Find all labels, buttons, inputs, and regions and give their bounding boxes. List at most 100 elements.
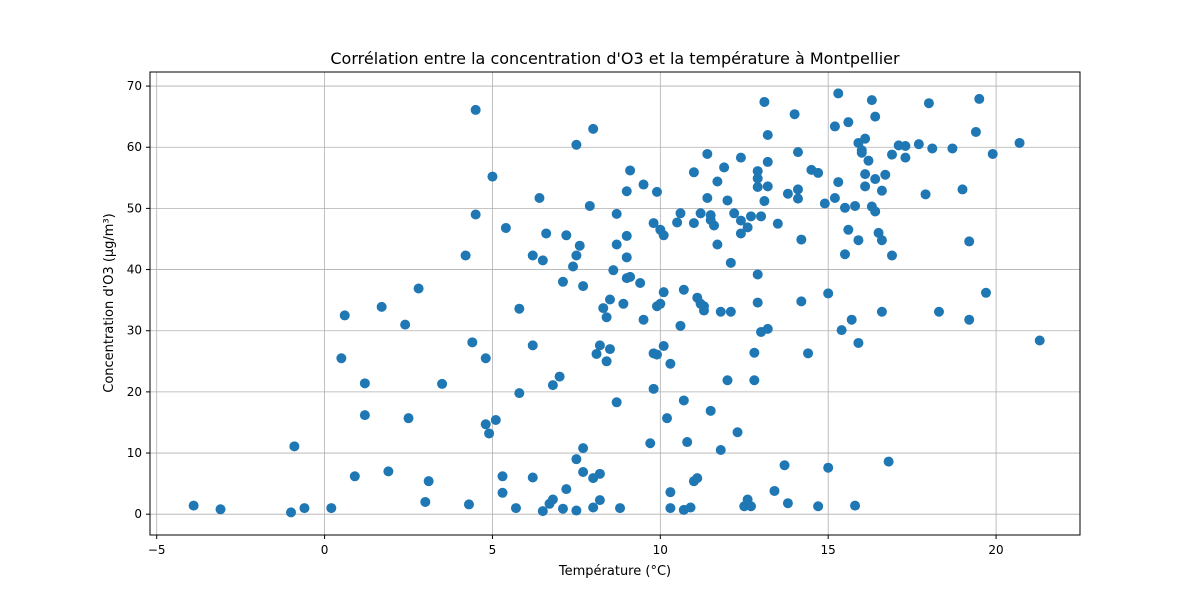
y-tick-label: 20 — [127, 385, 142, 399]
data-point — [588, 502, 599, 513]
data-point — [571, 139, 582, 150]
data-point — [215, 504, 226, 515]
y-tick-label: 50 — [127, 201, 142, 215]
data-point — [326, 503, 337, 514]
data-point — [752, 269, 763, 280]
data-point — [487, 171, 498, 182]
data-point — [745, 211, 756, 222]
data-point — [1034, 335, 1045, 346]
data-point — [850, 500, 861, 511]
data-point — [722, 375, 733, 386]
data-point — [866, 95, 877, 106]
data-point — [383, 466, 394, 477]
data-point — [742, 222, 753, 233]
data-point — [752, 181, 763, 192]
data-point — [463, 499, 474, 510]
data-point — [860, 169, 871, 180]
data-point — [568, 261, 579, 272]
data-point — [870, 111, 881, 122]
data-point — [594, 468, 605, 479]
data-point — [188, 500, 199, 511]
data-point — [604, 294, 615, 305]
data-point — [846, 314, 857, 325]
data-point — [541, 228, 552, 239]
data-point — [886, 250, 897, 261]
data-point — [839, 249, 850, 260]
data-point — [722, 195, 733, 206]
data-point — [698, 305, 709, 316]
data-point — [611, 397, 622, 408]
data-point — [645, 438, 656, 449]
data-point — [470, 209, 481, 220]
data-point — [608, 265, 619, 276]
data-point — [759, 196, 770, 207]
data-point — [782, 498, 793, 509]
data-point — [588, 123, 599, 134]
data-point — [863, 155, 874, 166]
data-point — [796, 234, 807, 245]
data-point — [756, 211, 767, 222]
data-point — [886, 149, 897, 160]
data-point — [876, 306, 887, 317]
data-point — [880, 169, 891, 180]
data-point — [688, 167, 699, 178]
data-point — [980, 287, 991, 298]
data-point — [635, 278, 646, 289]
data-point — [648, 383, 659, 394]
data-point — [547, 494, 558, 505]
data-point — [688, 218, 699, 229]
data-point — [484, 428, 495, 439]
data-point — [621, 230, 632, 241]
data-point — [437, 378, 448, 389]
data-point — [594, 495, 605, 506]
data-point — [813, 501, 824, 512]
data-point — [803, 348, 814, 359]
data-point — [497, 487, 508, 498]
data-point — [725, 306, 736, 317]
data-point — [359, 378, 370, 389]
data-points — [188, 88, 1045, 518]
data-point — [1014, 137, 1025, 148]
data-point — [823, 462, 834, 473]
data-point — [420, 496, 431, 507]
data-point — [974, 93, 985, 104]
data-point — [729, 208, 740, 219]
chart-title: Corrélation entre la concentration d'O3 … — [330, 49, 900, 68]
data-point — [497, 471, 508, 482]
data-point — [615, 503, 626, 514]
data-point — [829, 192, 840, 203]
data-point — [621, 252, 632, 263]
data-point — [913, 139, 924, 150]
data-point — [591, 348, 602, 359]
data-point — [735, 152, 746, 163]
data-point — [779, 460, 790, 471]
data-point — [651, 349, 662, 360]
data-point — [792, 193, 803, 204]
data-point — [665, 487, 676, 498]
data-point — [752, 173, 763, 184]
data-point — [752, 297, 763, 308]
data-point — [833, 88, 844, 99]
data-point — [527, 250, 538, 261]
data-point — [286, 507, 297, 518]
data-point — [480, 419, 491, 430]
data-point — [665, 358, 676, 369]
data-point — [685, 502, 696, 513]
data-point — [601, 356, 612, 367]
y-tick-label: 30 — [127, 324, 142, 338]
data-point — [836, 325, 847, 336]
data-point — [843, 117, 854, 128]
data-point — [527, 472, 538, 483]
x-tick-label: 20 — [988, 543, 1003, 557]
data-point — [762, 181, 773, 192]
data-point — [349, 471, 360, 482]
data-point — [745, 501, 756, 512]
data-point — [860, 133, 871, 144]
y-tick-label: 0 — [134, 507, 142, 521]
data-point — [500, 222, 511, 233]
data-point — [702, 192, 713, 203]
data-point — [625, 165, 636, 176]
data-point — [792, 184, 803, 195]
data-point — [514, 303, 525, 314]
